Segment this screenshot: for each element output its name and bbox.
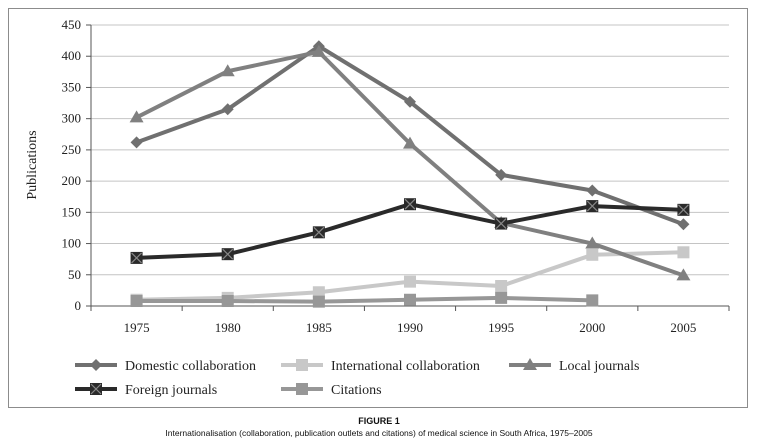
x-tick-label: 1990 — [397, 320, 423, 335]
data-point-international-collaboration — [677, 246, 690, 259]
figure-caption: Internationalisation (collaboration, pub… — [165, 428, 593, 438]
legend-label: Foreign journals — [125, 383, 217, 398]
series-foreign-journals — [130, 198, 690, 264]
y-tick-label: 150 — [62, 204, 82, 219]
legend-swatch-marker — [523, 358, 537, 370]
legend-item: Foreign journals — [75, 383, 217, 398]
x-tick-label: 1975 — [124, 320, 150, 335]
data-point-international-collaboration — [404, 275, 416, 288]
series-line-citations — [136, 295, 593, 304]
data-point-international-collaboration — [312, 286, 325, 299]
data-point-foreign-journals — [404, 198, 416, 211]
figure-label: FIGURE 1 — [358, 416, 400, 426]
data-point-international-collaboration — [495, 280, 508, 293]
y-tick-label: 350 — [62, 79, 82, 94]
data-point-citations — [495, 291, 508, 304]
data-point-local-journals — [676, 268, 691, 281]
legend-label: Local journals — [559, 359, 639, 374]
data-point-foreign-journals — [221, 248, 234, 261]
series-line-domestic-collaboration — [135, 44, 685, 227]
x-tick-label: 1995 — [488, 320, 514, 335]
y-tick-label: 50 — [68, 267, 81, 282]
x-tick-label: 2000 — [579, 320, 605, 335]
data-point-domestic-collaboration — [130, 136, 143, 149]
line-chart: Publications 0 50 100 150 200 250 300 350 400 450… — [25, 17, 730, 398]
data-point-local-journals — [403, 136, 417, 149]
y-tick-label: 250 — [62, 142, 82, 157]
y-tick-label: 300 — [62, 111, 82, 126]
data-point-citations — [130, 295, 143, 308]
data-point-domestic-collaboration — [495, 168, 508, 181]
legend-swatch-marker — [90, 383, 102, 395]
series-local-journals — [129, 44, 691, 281]
legend: Domestic collaboration International coll… — [75, 358, 639, 398]
legend-item: Citations — [281, 383, 382, 398]
x-tick-labels: 1975 1980 1985 1990 1995 2000 2005 — [124, 320, 697, 335]
legend-item: Local journals — [509, 358, 639, 374]
data-point-domestic-collaboration — [404, 95, 416, 108]
legend-swatch-marker — [296, 359, 308, 371]
legend-item: Domestic collaboration — [75, 359, 256, 374]
legend-label: Domestic collaboration — [125, 359, 256, 374]
legend-swatch-marker — [296, 383, 308, 395]
data-point-domestic-collaboration — [221, 103, 234, 116]
data-point-foreign-journals — [586, 200, 599, 213]
x-tick-label: 1985 — [306, 320, 332, 335]
legend-label: International collaboration — [331, 359, 480, 374]
data-point-domestic-collaboration — [586, 184, 599, 197]
y-tick-label: 200 — [62, 173, 82, 188]
y-tick-label: 450 — [62, 17, 82, 32]
y-axis-label: Publications — [25, 130, 40, 199]
y-tick-label: 0 — [75, 298, 82, 313]
y-tick-label: 400 — [62, 48, 82, 63]
y-tick-labels: 0 50 100 150 200 250 300 350 400 450 — [62, 17, 82, 313]
data-point-local-journals — [311, 44, 326, 57]
data-point-domestic-collaboration — [677, 218, 690, 231]
data-point-citations — [586, 294, 599, 307]
series-citations — [130, 291, 599, 308]
gridlines — [91, 24, 729, 276]
data-point-foreign-journals — [312, 226, 325, 239]
data-point-foreign-journals — [130, 251, 143, 264]
data-point-foreign-journals — [495, 217, 508, 230]
legend-item: International collaboration — [281, 359, 480, 374]
data-point-citations — [221, 295, 234, 308]
legend-label: Citations — [331, 383, 382, 398]
y-tick-label: 100 — [62, 236, 82, 251]
axes — [86, 24, 730, 311]
data-point-local-journals — [220, 64, 235, 77]
data-point-citations — [404, 293, 416, 306]
chart-frame: Publications 0 50 100 150 200 250 300 350 400 450… — [8, 8, 748, 408]
x-tick-label: 2005 — [670, 320, 696, 335]
series-line-local-journals — [135, 49, 685, 278]
legend-swatch-marker — [90, 359, 102, 371]
data-point-international-collaboration — [586, 248, 599, 261]
data-point-foreign-journals — [677, 203, 690, 216]
x-tick-label: 1980 — [215, 320, 241, 335]
data-point-local-journals — [129, 110, 144, 123]
data-point-citations — [312, 295, 325, 308]
data-point-local-journals — [585, 236, 600, 249]
series-group — [129, 40, 691, 308]
